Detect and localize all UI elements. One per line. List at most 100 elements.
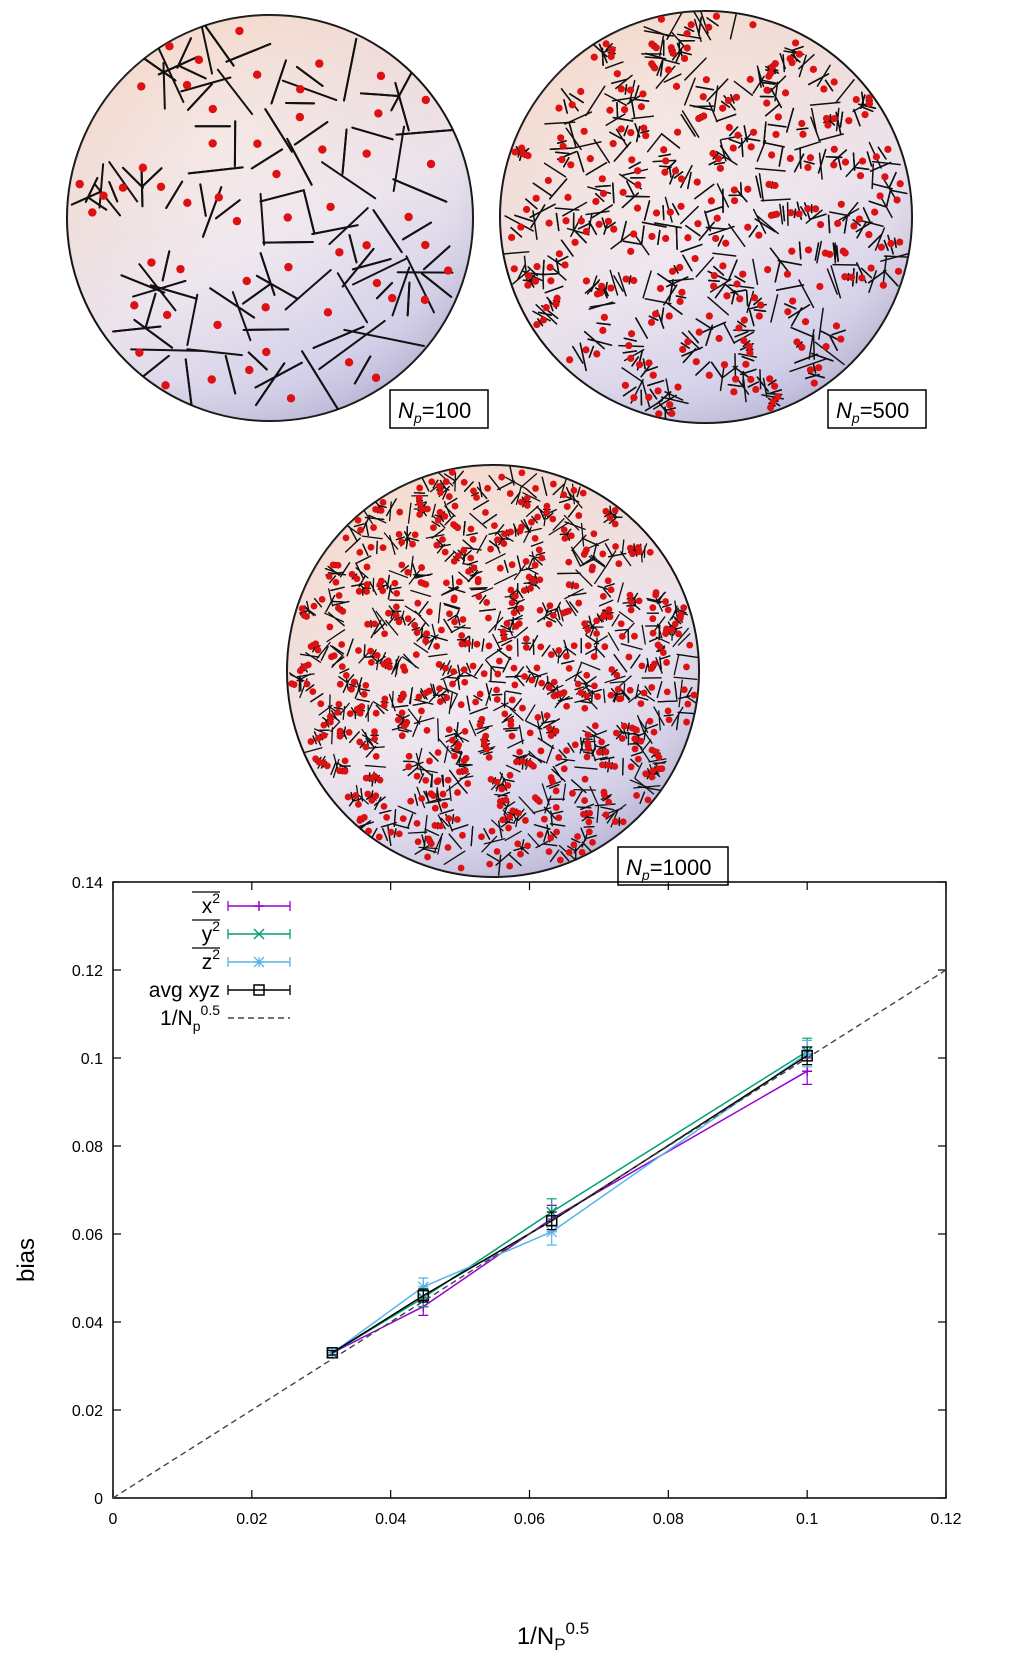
- voronoi-edge: [568, 592, 587, 597]
- voronoi-edge: [674, 681, 678, 700]
- particle: [771, 382, 779, 390]
- voronoi-edge: [790, 53, 801, 63]
- voronoi-edge: [432, 684, 437, 696]
- voronoi-edge: [636, 125, 641, 143]
- voronoi-edge: [430, 635, 448, 642]
- voronoi-edge: [548, 521, 570, 536]
- particle: [595, 220, 603, 228]
- voronoi-edge: [852, 152, 856, 171]
- voronoi-edge: [395, 713, 405, 719]
- voronoi-edge: [683, 77, 696, 106]
- voronoi-edge: [486, 853, 501, 863]
- particle: [367, 659, 375, 666]
- voronoi-edge: [411, 627, 421, 631]
- particle: [262, 347, 271, 357]
- particle: [182, 80, 192, 90]
- particle: [549, 778, 556, 786]
- voronoi-edge: [695, 361, 711, 376]
- voronoi-edge: [589, 785, 600, 807]
- particle: [559, 142, 567, 150]
- voronoi-edge: [448, 692, 453, 715]
- voronoi-edge: [560, 88, 579, 112]
- voronoi-edge: [728, 138, 743, 145]
- particle: [362, 241, 371, 250]
- particle: [510, 265, 518, 273]
- voronoi-edge: [312, 325, 365, 349]
- particle: [683, 44, 691, 52]
- voronoi-edge: [671, 45, 685, 61]
- particle: [692, 358, 700, 366]
- voronoi-edge: [723, 322, 735, 344]
- voronoi-edge: [462, 550, 472, 559]
- voronoi-edge: [389, 535, 396, 555]
- particle: [515, 620, 523, 628]
- particle: [507, 586, 515, 594]
- voronoi-edge: [457, 676, 461, 690]
- particle: [856, 172, 865, 180]
- particle: [676, 263, 684, 272]
- voronoi-edge: [529, 203, 556, 218]
- particle: [162, 310, 172, 320]
- voronoi-edge: [581, 537, 599, 547]
- voronoi-edge: [108, 161, 139, 203]
- particle: [781, 89, 790, 97]
- voronoi-edge: [515, 754, 527, 759]
- voronoi-edge: [466, 662, 472, 673]
- voronoi-edge: [567, 504, 579, 518]
- voronoi-edge: [836, 208, 860, 223]
- voronoi-edge: [671, 32, 687, 50]
- voronoi-edge: [836, 245, 839, 263]
- voronoi-edge: [706, 78, 729, 102]
- voronoi-edge: [515, 486, 522, 505]
- voronoi-edge: [816, 64, 831, 87]
- voronoi-edge: [514, 666, 525, 679]
- particle: [380, 660, 388, 668]
- voronoi-edge: [534, 557, 543, 566]
- particle: [580, 127, 588, 135]
- voronoi-edge: [320, 646, 329, 661]
- particle: [626, 86, 635, 94]
- voronoi-edge: [421, 636, 431, 639]
- voronoi-edge: [427, 637, 435, 650]
- particle: [176, 264, 185, 274]
- voronoi-edge: [748, 224, 759, 238]
- particle: [284, 262, 293, 272]
- particle: [774, 113, 782, 121]
- particle: [538, 554, 546, 562]
- particle: [648, 232, 656, 241]
- voronoi-edge: [481, 638, 485, 652]
- particle: [283, 213, 292, 222]
- particle: [669, 49, 677, 57]
- voronoi-edge: [580, 661, 601, 671]
- particle: [560, 689, 568, 696]
- voronoi-edge: [458, 571, 470, 582]
- voronoi-edge: [568, 122, 577, 148]
- particle: [668, 267, 677, 275]
- particle: [208, 104, 217, 114]
- voronoi-edge: [354, 684, 362, 699]
- particle: [804, 163, 812, 172]
- voronoi-edge: [502, 783, 508, 791]
- particle: [627, 128, 635, 137]
- voronoi-edge: [501, 639, 513, 647]
- voronoi-edge: [583, 330, 605, 350]
- voronoi-edge: [314, 598, 323, 608]
- particle: [633, 726, 640, 734]
- y-tick-label: 0.02: [72, 1403, 103, 1420]
- particle: [560, 765, 568, 773]
- voronoi-edge: [523, 518, 530, 531]
- voronoi-edge: [665, 378, 671, 400]
- voronoi-edge: [376, 281, 394, 300]
- voronoi-edge: [505, 476, 528, 490]
- particle: [655, 410, 663, 418]
- voronoi-edge: [144, 292, 157, 328]
- voronoi-edge: [199, 183, 207, 217]
- voronoi-edge: [663, 284, 678, 306]
- particle: [742, 360, 750, 368]
- voronoi-edge: [442, 687, 458, 695]
- particle: [769, 397, 777, 406]
- particle: [502, 796, 510, 804]
- particle: [503, 620, 511, 627]
- voronoi-edge: [369, 581, 378, 596]
- particle: [607, 691, 615, 699]
